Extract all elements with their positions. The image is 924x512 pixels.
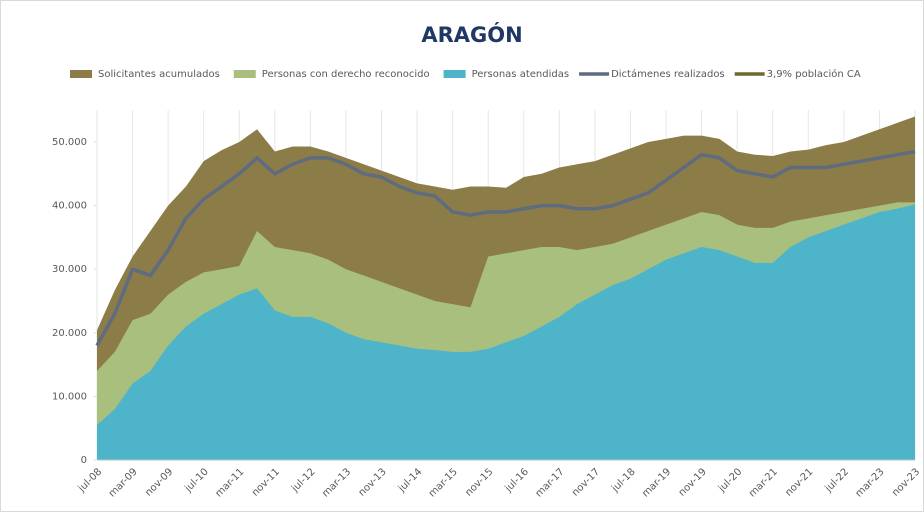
area [97, 204, 915, 460]
legend-label: Personas con derecho reconocido [262, 69, 430, 80]
legend-swatch [70, 70, 92, 78]
y-tick-label: 20.000 [52, 328, 87, 339]
legend-label: Dictámenes realizados [611, 68, 725, 80]
y-tick-label: 50.000 [52, 137, 87, 148]
y-tick-label: 30.000 [52, 264, 87, 275]
legend-label: Personas atendidas [472, 69, 569, 80]
y-tick-label: 0 [81, 455, 87, 466]
legend-label: 3,9% población CA [767, 68, 861, 80]
chart-title: ARAGÓN [421, 22, 522, 47]
legend-swatch [443, 70, 466, 78]
line [95, 149, 916, 347]
y-tick-label: 40.000 [52, 201, 87, 212]
legend-swatch [233, 70, 256, 78]
legend-label: Solicitantes acumulados [98, 69, 220, 80]
y-tick-label: 10.000 [52, 391, 87, 402]
